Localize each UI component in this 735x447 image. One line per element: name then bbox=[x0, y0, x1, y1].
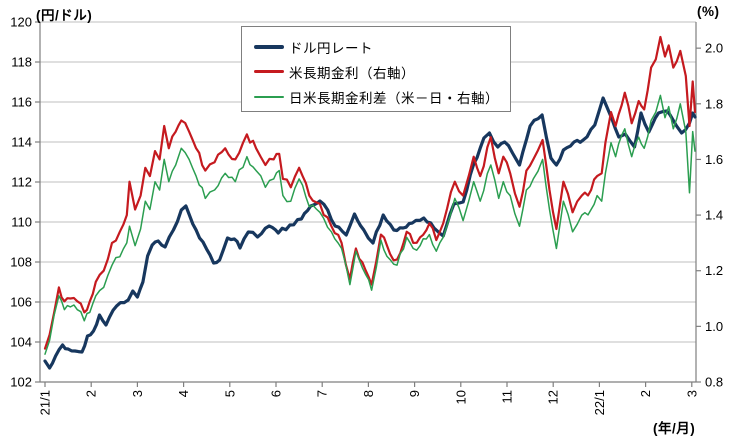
y-left-tick-label: 116 bbox=[11, 95, 32, 110]
x-tick-label: 8 bbox=[361, 390, 376, 397]
x-tick-label: 3 bbox=[684, 390, 699, 397]
x-tick-label: 21/1 bbox=[38, 390, 53, 415]
y-right-tick-label: 1.4 bbox=[705, 208, 723, 223]
x-tick-label: 4 bbox=[176, 390, 191, 397]
x-tick-label: 12 bbox=[546, 390, 561, 404]
x-tick-label: 9 bbox=[407, 390, 422, 397]
usdjpy-line-swatch bbox=[254, 44, 284, 49]
x-tick-label: 22/1 bbox=[592, 390, 607, 415]
x-tick-label: 11 bbox=[500, 390, 515, 404]
right-axis-unit-label: (%) bbox=[697, 4, 720, 19]
y-right-tick-label: 0.8 bbox=[705, 375, 723, 390]
y-left-tick-label: 118 bbox=[11, 55, 32, 70]
series-line-2 bbox=[44, 94, 696, 355]
legend-item-usdjpy: ドル円レート bbox=[254, 34, 510, 59]
y-left-tick-label: 104 bbox=[10, 335, 32, 350]
y-right-tick-label: 2.0 bbox=[705, 41, 723, 56]
us-yield-line-swatch bbox=[254, 70, 284, 73]
x-axis-unit-label: (年/月) bbox=[653, 421, 696, 436]
y-right-tick-label: 1.6 bbox=[705, 152, 723, 167]
x-tick-label: 2 bbox=[84, 390, 99, 397]
legend: ドル円レート 米長期金利（右軸） 日米長期金利差（米－日・右軸） bbox=[241, 26, 511, 112]
legend-label-us-yield: 米長期金利（右軸） bbox=[289, 65, 415, 81]
spread-line-swatch bbox=[254, 95, 284, 98]
series-line-0 bbox=[43, 96, 697, 370]
y-left-tick-label: 114 bbox=[11, 135, 32, 150]
y-right-tick-label: 1.8 bbox=[705, 96, 723, 111]
y-left-tick-label: 112 bbox=[11, 175, 32, 190]
x-tick-label: 7 bbox=[315, 390, 330, 397]
y-right-tick-label: 1.0 bbox=[705, 319, 723, 334]
legend-item-spread: 日米長期金利差（米－日・右軸） bbox=[254, 84, 510, 109]
y-left-tick-label: 120 bbox=[10, 15, 32, 30]
x-tick-label: 6 bbox=[269, 390, 284, 397]
series-line-1 bbox=[43, 35, 697, 350]
x-tick-label: 2 bbox=[638, 390, 653, 397]
legend-label-usdjpy: ドル円レート bbox=[289, 40, 373, 56]
y-left-tick-label: 102 bbox=[10, 375, 32, 390]
left-axis-unit-label: (円/ドル) bbox=[36, 8, 93, 23]
y-left-tick-label: 106 bbox=[10, 295, 32, 310]
x-tick-label: 10 bbox=[453, 390, 468, 404]
x-tick-label: 3 bbox=[130, 390, 145, 397]
y-left-tick-label: 110 bbox=[11, 215, 32, 230]
x-tick-label: 5 bbox=[222, 390, 237, 397]
y-left-tick-label: 108 bbox=[10, 255, 32, 270]
legend-label-spread: 日米長期金利差（米－日・右軸） bbox=[289, 90, 499, 106]
legend-item-us-yield: 米長期金利（右軸） bbox=[254, 59, 510, 84]
y-right-tick-label: 1.2 bbox=[705, 263, 723, 278]
